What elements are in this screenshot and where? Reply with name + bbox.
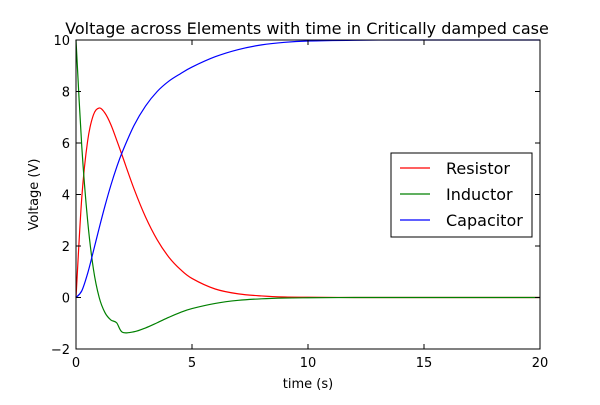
legend-entry-inductor: Inductor xyxy=(400,185,513,204)
legend-entry-resistor: Resistor xyxy=(400,159,510,178)
x-tick-label: 5 xyxy=(188,356,196,371)
legend-label-inductor: Inductor xyxy=(446,185,513,204)
legend: Resistor Inductor Capacitor xyxy=(390,152,533,238)
y-tick-label: 2 xyxy=(62,240,70,255)
x-axis-label: time (s) xyxy=(283,377,333,392)
y-axis-label: Voltage (V) xyxy=(27,159,42,231)
legend-box xyxy=(390,152,533,238)
x-tick-label: 20 xyxy=(532,356,549,371)
y-tick-label: 0 xyxy=(62,292,70,307)
legend-entry-capacitor: Capacitor xyxy=(400,211,523,230)
x-tick-label: 0 xyxy=(72,356,80,371)
legend-label-capacitor: Capacitor xyxy=(446,211,523,230)
y-tick-label: −2 xyxy=(51,343,70,358)
x-tick-label: 10 xyxy=(300,356,317,371)
chart-title: Voltage across Elements with time in Cri… xyxy=(65,19,549,38)
series-line-inductor xyxy=(75,39,540,334)
x-tick-label: 15 xyxy=(416,356,433,371)
y-tick-label: 6 xyxy=(62,137,70,152)
y-tick-label: 8 xyxy=(62,86,70,101)
y-tick-label: 4 xyxy=(62,189,70,204)
y-tick-label: 10 xyxy=(53,34,70,49)
legend-label-resistor: Resistor xyxy=(446,159,510,178)
